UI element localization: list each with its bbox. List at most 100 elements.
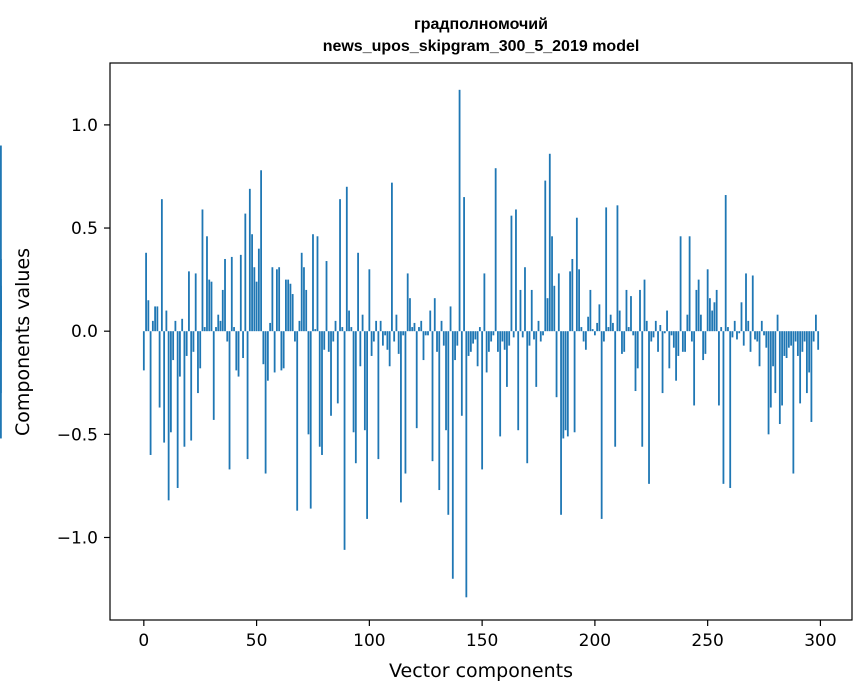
bar [368, 269, 371, 332]
bar [278, 267, 281, 332]
bar [327, 331, 330, 352]
bar [600, 331, 603, 519]
bar [487, 331, 490, 352]
bar [348, 310, 350, 332]
bar [666, 310, 668, 332]
bar [555, 331, 558, 398]
bar [334, 320, 337, 332]
bar [246, 331, 249, 460]
bar [323, 331, 326, 350]
bar [411, 327, 414, 332]
bar [630, 296, 632, 332]
bar [767, 331, 770, 435]
bar [406, 273, 409, 332]
bar [253, 267, 256, 332]
bar [693, 331, 696, 406]
bar [672, 331, 675, 348]
bar [215, 327, 217, 332]
bar [325, 261, 328, 332]
bar [634, 331, 637, 392]
bar [578, 269, 580, 332]
bar [332, 331, 335, 342]
bar [805, 331, 808, 394]
bar [697, 279, 700, 332]
bar [379, 320, 382, 332]
bar [163, 331, 166, 443]
bar [580, 327, 583, 332]
chart-title-line1: градполномочий [414, 16, 548, 33]
bar [460, 331, 463, 416]
bar [467, 331, 470, 356]
bar [621, 331, 623, 354]
bar [681, 331, 684, 352]
y-tick-label: 0.0 [71, 322, 98, 342]
bar [817, 331, 820, 350]
bar [183, 331, 186, 447]
bar [197, 331, 199, 394]
bar [614, 331, 617, 447]
bar [668, 331, 671, 369]
bar [506, 331, 508, 387]
bar [566, 331, 569, 437]
bar [776, 314, 779, 332]
bar [273, 331, 276, 373]
bar [418, 327, 420, 332]
bar [609, 314, 612, 332]
bar [560, 331, 562, 515]
bar [648, 331, 650, 484]
bar [201, 209, 204, 332]
bar [264, 331, 267, 474]
bar [404, 331, 407, 474]
bar [255, 281, 258, 332]
bar [388, 331, 391, 367]
bar [142, 331, 145, 371]
bar [783, 331, 786, 356]
bar [454, 331, 456, 361]
bar [219, 320, 222, 332]
bar [395, 314, 398, 332]
bar [433, 298, 436, 332]
bar [363, 331, 366, 431]
bar [740, 302, 743, 332]
bar [756, 331, 759, 342]
bar [233, 327, 235, 332]
bar [339, 199, 341, 332]
bar [659, 325, 662, 332]
bar [539, 331, 542, 342]
bar [530, 289, 533, 332]
bar [639, 289, 641, 332]
y-axis-label: Components values [12, 248, 34, 436]
bar [366, 331, 368, 519]
bar [515, 209, 517, 332]
bar [287, 279, 290, 332]
bar [718, 331, 720, 406]
bar [242, 331, 244, 359]
bar [774, 331, 777, 394]
bar [612, 322, 614, 332]
bar [359, 331, 362, 367]
bar [679, 236, 682, 332]
bar [449, 306, 452, 332]
bar [330, 331, 332, 416]
x-tick-label: 250 [691, 631, 723, 651]
bar [535, 331, 538, 387]
bar [749, 331, 752, 352]
bar [796, 331, 799, 356]
bar [285, 279, 287, 332]
bar [657, 331, 659, 352]
bar [151, 320, 154, 332]
bar [386, 331, 389, 350]
bar [632, 331, 635, 336]
bar [447, 331, 450, 515]
bar [440, 320, 443, 332]
bar [727, 327, 729, 332]
bar [226, 331, 229, 342]
bar [760, 320, 763, 332]
bar [413, 322, 416, 332]
bar [291, 294, 294, 332]
bar [343, 331, 346, 550]
bar [257, 248, 260, 332]
bar [424, 331, 427, 336]
bar [551, 236, 553, 332]
